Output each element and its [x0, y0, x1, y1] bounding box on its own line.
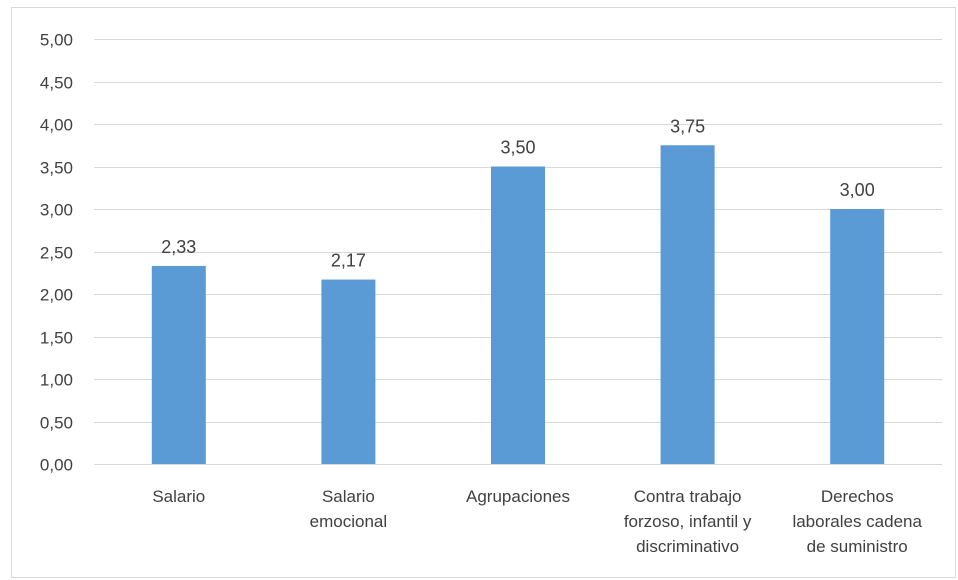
y-tick-label: 3,50: [40, 159, 73, 178]
y-axis: 0,00 0,50 1,00 1,50 2,00 2,50 3,00 3,50 4,00 4,50…: [40, 31, 73, 475]
bar: [491, 166, 545, 464]
x-tick-label-line: laborales cadena: [792, 512, 922, 531]
x-tick-label-line: emocional: [310, 512, 388, 531]
x-tick-label-line: de suministro: [807, 537, 908, 556]
x-tick-label-line: forzoso, infantil y: [624, 512, 752, 531]
x-tick-label: Salario: [152, 487, 205, 506]
data-label: 2,17: [331, 251, 366, 271]
y-tick-label: 4,00: [40, 116, 73, 135]
data-label: 3,50: [500, 138, 535, 158]
bars: [151, 145, 885, 464]
y-tick-label: 1,50: [40, 329, 73, 348]
y-tick-label: 2,50: [40, 244, 73, 263]
y-tick-label: 0,50: [40, 414, 73, 433]
x-tick-label-line: discriminativo: [636, 537, 739, 556]
x-tick-label: Salario emocional: [310, 487, 388, 531]
gridlines: [94, 39, 942, 465]
y-tick-label: 4,50: [40, 74, 73, 93]
x-tick-label-line: Derechos: [821, 487, 894, 506]
data-label: 2,33: [161, 237, 196, 257]
y-tick-label: 2,00: [40, 286, 73, 305]
x-axis: Salario Salario emocional Agrupaciones Contr…: [152, 487, 922, 556]
x-tick-label: Contra trabajo forzoso, infantil y discrim…: [624, 487, 752, 556]
y-tick-label: 1,00: [40, 371, 73, 390]
data-label: 3,75: [670, 116, 705, 136]
y-tick-label: 5,00: [40, 31, 73, 50]
bar: [830, 209, 885, 464]
x-tick-label: Derechos laborales cadena de suministro: [792, 487, 922, 556]
data-labels: 2,33 2,17 3,50 3,75 3,00: [161, 116, 874, 270]
x-tick-label-line: Contra trabajo: [634, 487, 742, 506]
bar: [660, 145, 715, 464]
bar: [321, 279, 376, 464]
x-tick-label: Agrupaciones: [466, 487, 570, 506]
y-tick-label: 3,00: [40, 201, 73, 220]
bar: [151, 265, 206, 464]
y-tick-label: 0,00: [40, 456, 73, 475]
x-tick-label-line: Agrupaciones: [466, 487, 570, 506]
x-tick-label-line: Salario: [322, 487, 375, 506]
data-label: 3,00: [840, 180, 875, 200]
x-tick-label-line: Salario: [152, 487, 205, 506]
